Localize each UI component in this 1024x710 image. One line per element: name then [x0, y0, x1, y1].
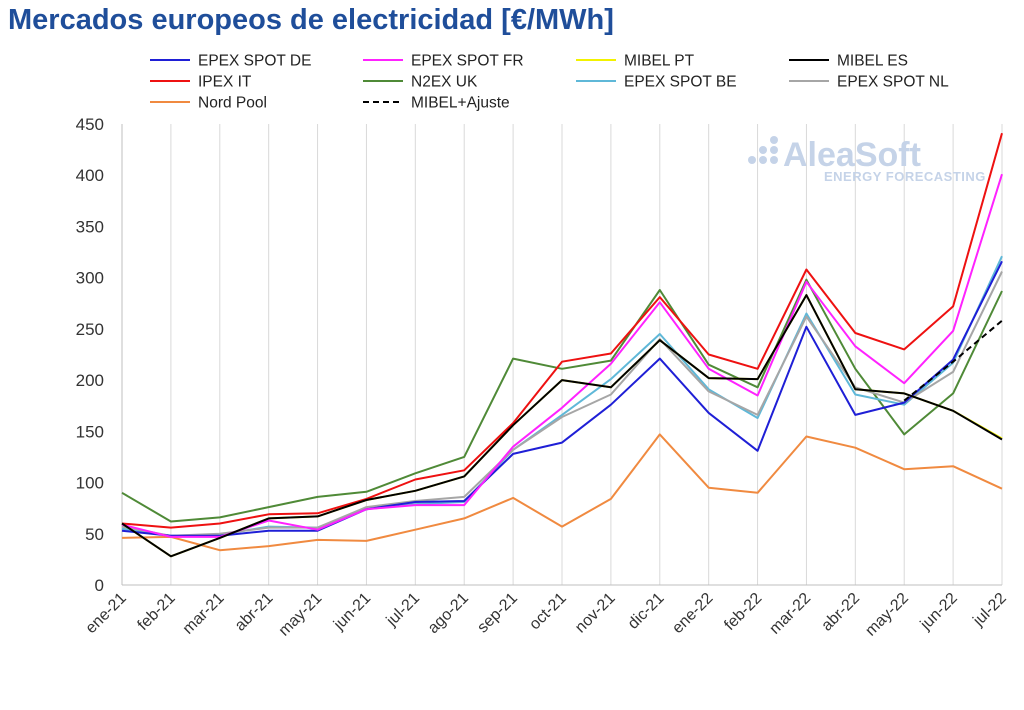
x-tick-label: ago-21: [425, 590, 472, 637]
legend: EPEX SPOT DE EPEX SPOT FR MIBEL PT MIBEL ES…: [150, 53, 949, 112]
x-tick-label: ene-21: [83, 590, 130, 637]
series-line-epex-spot-de: [121, 260, 1003, 537]
x-tick-label: feb-21: [135, 590, 179, 634]
y-tick-label: 150: [76, 422, 104, 441]
x-tick-label: jun-22: [917, 590, 961, 634]
series-line-mibel-ajuste: [903, 319, 1003, 402]
logo-name: AleaSoft: [783, 136, 921, 174]
y-tick-label: 50: [85, 525, 104, 544]
x-tick-label: jul-21: [383, 590, 423, 630]
x-tick-label: jun-21: [330, 590, 374, 634]
x-tick-label: jul-22: [969, 590, 1009, 630]
legend-label: MIBEL ES: [837, 53, 908, 70]
legend-label: MIBEL+Ajuste: [411, 95, 510, 112]
x-tick-label: may-21: [276, 590, 326, 640]
logo-dots-icon: [748, 136, 778, 164]
series-line-n2ex-uk: [121, 278, 1003, 523]
legend-label: EPEX SPOT DE: [198, 53, 311, 70]
x-tick-label: nov-21: [572, 590, 619, 637]
y-tick-label: 300: [76, 269, 104, 288]
legend-label: EPEX SPOT BE: [624, 74, 737, 91]
series-lines: [121, 132, 1003, 558]
x-tick-label: mar-22: [766, 590, 814, 638]
x-tick-label: feb-22: [721, 590, 765, 634]
legend-label: MIBEL PT: [624, 53, 695, 70]
y-tick-labels: 0 50 100 150 200 250 300 350 400 450: [76, 115, 104, 595]
series-line-ipex-it: [121, 132, 1003, 529]
legend-label: EPEX SPOT NL: [837, 74, 949, 91]
x-tick-label: sep-21: [474, 590, 521, 637]
legend-label: N2EX UK: [411, 74, 478, 91]
x-tick-label: may-22: [862, 590, 912, 640]
y-tick-label: 250: [76, 320, 104, 339]
x-tick-labels: ene-21 feb-21 mar-21 abr-21 may-21 jun-21 jul-…: [83, 590, 1010, 640]
chart-title: Mercados europeos de electricidad [€/MWh…: [8, 4, 614, 36]
aleasoft-logo: AleaSoft ENERGY FORECASTING: [748, 136, 986, 184]
series-line-nord-pool: [121, 433, 1003, 552]
y-tick-label: 400: [76, 166, 104, 185]
y-tick-label: 350: [76, 217, 104, 236]
logo-tagline: ENERGY FORECASTING: [824, 169, 986, 184]
x-tick-label: oct-21: [526, 590, 570, 634]
x-tick-label: abr-21: [232, 590, 277, 635]
legend-label: EPEX SPOT FR: [411, 53, 524, 70]
series-line-epex-spot-fr: [121, 173, 1003, 538]
y-tick-label: 200: [76, 371, 104, 390]
legend-label: IPEX IT: [198, 74, 252, 91]
axes: [121, 124, 1002, 586]
x-tick-label: dic-21: [625, 590, 668, 633]
y-tick-label: 100: [76, 474, 104, 493]
grid-lines: [121, 124, 1003, 585]
series-line-mibel-es: [121, 294, 1003, 558]
x-tick-label: mar-21: [180, 590, 228, 638]
x-tick-label: ene-22: [669, 590, 716, 637]
x-tick-label: abr-22: [818, 590, 863, 635]
y-tick-label: 450: [76, 115, 104, 134]
legend-label: Nord Pool: [198, 95, 267, 112]
y-tick-label: 0: [95, 576, 104, 595]
